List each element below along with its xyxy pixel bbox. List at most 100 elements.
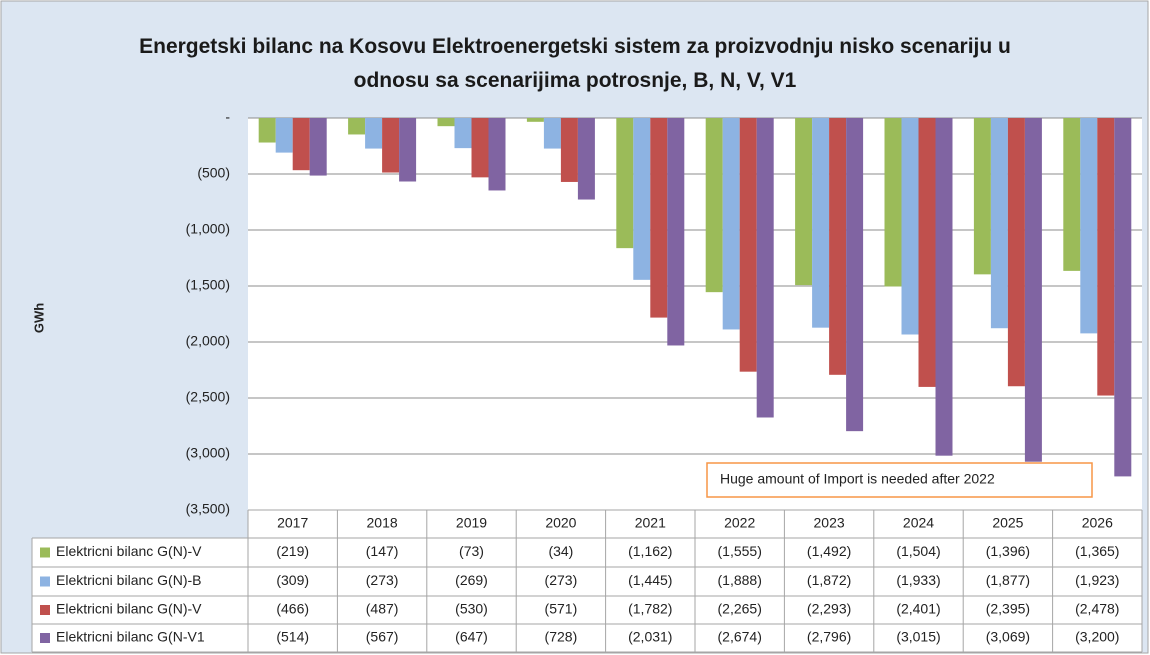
bar [846,118,864,432]
bar [577,118,595,200]
table-value: (2,478) [1075,601,1119,617]
bar [560,118,578,182]
bar [990,118,1008,329]
legend-key [40,605,50,615]
bar [935,118,953,456]
table-value: (3,069) [986,629,1030,645]
bar [739,118,757,372]
bar [348,118,366,135]
bar [884,118,902,287]
table-value: (2,674) [718,629,762,645]
bar [795,118,813,286]
bar [812,118,830,328]
x-tick-label: 2024 [903,515,934,531]
table-value: (2,796) [807,629,851,645]
table-value: (273) [366,572,399,588]
table-value: (530) [455,601,488,617]
legend-key [40,633,50,643]
y-tick-label: (500) [197,165,230,181]
bar [650,118,668,318]
bar [365,118,383,149]
bar [901,118,919,335]
table-value: (1,782) [628,601,672,617]
bar [292,118,310,171]
annotation: Huge amount of Import is needed after 20… [720,471,995,487]
bar [1114,118,1132,477]
table-value: (309) [276,572,309,588]
y-tick-label: (1,000) [186,221,230,237]
x-tick-label: 2022 [724,515,755,531]
table-value: (219) [276,543,309,559]
y-axis-label: GWh [31,303,46,333]
table-value: (2,293) [807,601,851,617]
legend-label: Elektricni bilanc G(N-V1 [56,629,205,645]
table-value: (273) [545,572,578,588]
x-tick-label: 2017 [277,515,308,531]
table-value: (2,265) [718,601,762,617]
bar [705,118,723,293]
x-tick-label: 2023 [814,515,845,531]
table-value: (147) [366,543,399,559]
bar [918,118,936,387]
bar [543,118,561,149]
bar [471,118,489,178]
annotation-box [706,462,1093,498]
bar [667,118,685,346]
table-value: (73) [459,543,484,559]
bar [1097,118,1115,396]
table-value: (487) [366,601,399,617]
table-value: (571) [545,601,578,617]
table-value: (1,923) [1075,572,1119,588]
table-value: (1,888) [718,572,762,588]
legend-key [40,576,50,587]
bar [1080,118,1098,334]
table-value: (1,365) [1075,543,1119,559]
table-value: (1,933) [896,572,940,588]
legend-label: Elektricni bilanc G(N)-V [56,601,202,617]
table-value: (1,396) [986,543,1030,559]
bar [1024,118,1042,462]
bar [309,118,327,176]
x-tick-label: 2019 [456,515,487,531]
bar [382,118,400,173]
y-tick-label: (2,000) [186,333,230,349]
bar [454,118,472,149]
bar [1007,118,1025,387]
y-tick-label: (3,500) [186,501,230,517]
table-value: (728) [545,629,578,645]
bar [488,118,506,191]
table-value: (1,504) [896,543,940,559]
bar [722,118,740,330]
y-tick-label: (3,000) [186,445,230,461]
table-value: (2,401) [896,601,940,617]
table-value: (1,492) [807,543,851,559]
table-value: (1,555) [718,543,762,559]
table-value: (514) [276,629,309,645]
x-tick-label: 2018 [367,515,398,531]
table-value: (34) [548,543,573,559]
chart-title: Energetski bilanc na Kosovu Elektroenerg… [139,35,1011,92]
x-tick-label: 2020 [545,515,576,531]
y-tick-label: - [225,109,230,125]
bar [526,118,544,122]
table-value: (1,162) [628,543,672,559]
bar [258,118,276,143]
table-value: (2,395) [986,601,1030,617]
legend-key [40,547,50,558]
table-value: (2,031) [628,629,672,645]
bar [437,118,455,127]
table-value: (3,200) [1075,629,1119,645]
bar [616,118,634,249]
table-value: (567) [366,629,399,645]
y-tick-label: (2,500) [186,389,230,405]
table-value: (466) [276,601,309,617]
table-value: (1,877) [986,572,1030,588]
bar [829,118,847,375]
x-tick-label: 2025 [992,515,1023,531]
legend-label: Elektricni bilanc G(N)-V [56,543,202,559]
bar [1063,118,1081,271]
x-tick-label: 2026 [1082,515,1113,531]
x-tick-label: 2021 [635,515,666,531]
